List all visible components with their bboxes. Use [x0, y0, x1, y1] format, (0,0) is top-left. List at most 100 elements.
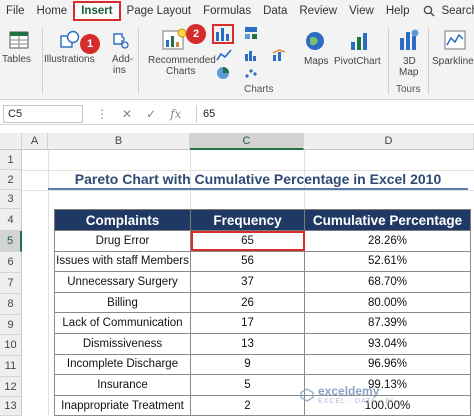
row-header-3[interactable]: 3: [0, 190, 22, 209]
row-header-12[interactable]: 12: [0, 377, 22, 397]
tables-button[interactable]: Tables: [0, 22, 40, 100]
pie-chart-icon[interactable]: [216, 66, 232, 80]
cumulative-cell[interactable]: 93.04%: [304, 332, 471, 355]
maps-button[interactable]: Maps: [296, 22, 332, 100]
complaint-cell[interactable]: Inappropriate Treatment: [54, 394, 191, 416]
cumulative-cell[interactable]: 28.26%: [304, 230, 471, 252]
name-box[interactable]: C5: [3, 105, 83, 123]
tab-file[interactable]: File: [6, 5, 25, 17]
complaint-cell[interactable]: Dismissiveness: [54, 332, 191, 355]
row-header-13[interactable]: 13: [0, 397, 22, 416]
pivotchart-button[interactable]: PivotChart: [334, 22, 386, 100]
more-icon[interactable]: ⋮: [96, 107, 108, 121]
illustrations-button[interactable]: Illustrations: [44, 22, 98, 100]
line-chart-icon[interactable]: [216, 48, 232, 62]
maps-label: Maps: [304, 56, 329, 67]
column-header-c[interactable]: C: [190, 133, 304, 150]
cumulative-cell[interactable]: 99.13%: [304, 374, 471, 396]
formula-input[interactable]: 65: [196, 105, 472, 123]
row-header-11[interactable]: 11: [0, 356, 22, 377]
complaint-cell[interactable]: Drug Error: [54, 230, 191, 252]
combo-chart-icon[interactable]: [272, 48, 286, 62]
frequency-cell[interactable]: 13: [190, 332, 305, 355]
tab-help[interactable]: Help: [385, 5, 410, 17]
header-cumulative-percentage[interactable]: Cumulative Percentage: [304, 209, 471, 231]
statistic-chart-icon[interactable]: [244, 48, 258, 62]
row-header-5[interactable]: 5: [0, 231, 22, 252]
complaint-cell[interactable]: Billing: [54, 291, 191, 314]
cumulative-cell[interactable]: 100.00%: [304, 394, 471, 416]
cumulative-cell[interactable]: 87.39%: [304, 312, 471, 334]
table-header-row: Complaints Frequency Cumulative Percenta…: [54, 209, 471, 231]
recommended-charts-icon: [162, 28, 187, 50]
frequency-cell[interactable]: 37: [190, 271, 305, 293]
ribbon-tabs: File Home Insert Page Layout Formulas Da…: [0, 0, 474, 22]
recommended-label-1: Recommended: [148, 55, 216, 66]
column-bar-chart-button[interactable]: [212, 24, 234, 44]
cumulative-cell[interactable]: 68.70%: [304, 271, 471, 293]
frequency-cell[interactable]: 2: [190, 394, 305, 416]
charts-group-label: Charts: [244, 84, 274, 95]
recommended-charts-button[interactable]: Recommended Charts: [142, 22, 216, 100]
search-box[interactable]: Search: [423, 5, 474, 17]
row-header-7[interactable]: 7: [0, 273, 22, 294]
tab-review[interactable]: Review: [299, 5, 338, 17]
step-2-badge: 2: [186, 24, 206, 44]
tab-data[interactable]: Data: [263, 5, 288, 17]
tab-insert[interactable]: Insert: [73, 1, 121, 21]
row-header-10[interactable]: 10: [0, 335, 22, 356]
select-all-corner[interactable]: [0, 133, 22, 150]
column-chart-icon: [216, 28, 229, 41]
tables-label: Tables: [2, 54, 31, 65]
complaint-cell[interactable]: Issues with staff Members: [54, 250, 191, 273]
frequency-cell[interactable]: 9: [190, 353, 305, 376]
globe-icon: [306, 32, 324, 50]
sparklines-button[interactable]: Sparklines: [430, 22, 474, 100]
column-header-d[interactable]: D: [304, 133, 474, 150]
complaint-cell[interactable]: Insurance: [54, 374, 191, 396]
confirm-icon[interactable]: ✓: [146, 107, 157, 121]
addins-button[interactable]: Add- ins: [104, 22, 136, 100]
cumulative-cell[interactable]: 52.61%: [304, 250, 471, 273]
frequency-cell[interactable]: 5: [190, 374, 305, 396]
row-header-6[interactable]: 6: [0, 252, 22, 273]
insert-function-icon[interactable]: fx: [170, 107, 182, 121]
gridline: [48, 150, 49, 416]
illustrations-label: Illustrations: [44, 54, 95, 65]
pivotchart-icon: [351, 33, 367, 50]
scatter-chart-icon[interactable]: [244, 66, 258, 80]
tab-page-layout[interactable]: Page Layout: [126, 5, 192, 17]
tab-formulas[interactable]: Formulas: [203, 5, 252, 17]
frequency-cell-active[interactable]: 65: [190, 230, 305, 252]
frequency-cell[interactable]: 26: [190, 291, 305, 314]
column-header-b[interactable]: B: [48, 133, 190, 150]
row-header-8[interactable]: 8: [0, 294, 22, 315]
row-header-4[interactable]: 4: [0, 209, 22, 231]
addins-label-2: ins: [113, 65, 126, 76]
cumulative-cell[interactable]: 96.96%: [304, 353, 471, 376]
row-header-1[interactable]: 1: [0, 150, 22, 170]
frequency-cell[interactable]: 17: [190, 312, 305, 334]
complaint-cell[interactable]: Unnecessary Surgery: [54, 271, 191, 293]
3d-map-button[interactable]: 3D Map: [392, 22, 426, 100]
complaint-cell[interactable]: Lack of Communication: [54, 312, 191, 334]
cancel-icon[interactable]: ✕: [122, 107, 133, 121]
tab-home[interactable]: Home: [36, 5, 68, 17]
complaint-cell[interactable]: Incomplete Discharge: [54, 353, 191, 376]
hierarchy-chart-icon[interactable]: [244, 26, 258, 40]
table-row: Issues with staff Members 56 52.61%: [54, 250, 471, 273]
ribbon-divider: [138, 28, 139, 94]
shapes-icon: [60, 30, 80, 48]
row-header-2[interactable]: 2: [0, 170, 22, 190]
column-header-a[interactable]: A: [22, 133, 48, 150]
cumulative-cell[interactable]: 80.00%: [304, 291, 471, 314]
watermark: exceldemy EXCEL · DATA · BI: [300, 384, 394, 405]
tab-view[interactable]: View: [349, 5, 374, 17]
header-frequency[interactable]: Frequency: [190, 209, 305, 231]
frequency-cell[interactable]: 56: [190, 250, 305, 273]
header-complaints[interactable]: Complaints: [54, 209, 191, 231]
row-header-9[interactable]: 9: [0, 315, 22, 335]
sparkline-icon: [444, 30, 466, 50]
tours-group-label: Tours: [396, 84, 421, 95]
ribbon: Tables Illustrations Add- ins Recommende…: [0, 22, 474, 100]
